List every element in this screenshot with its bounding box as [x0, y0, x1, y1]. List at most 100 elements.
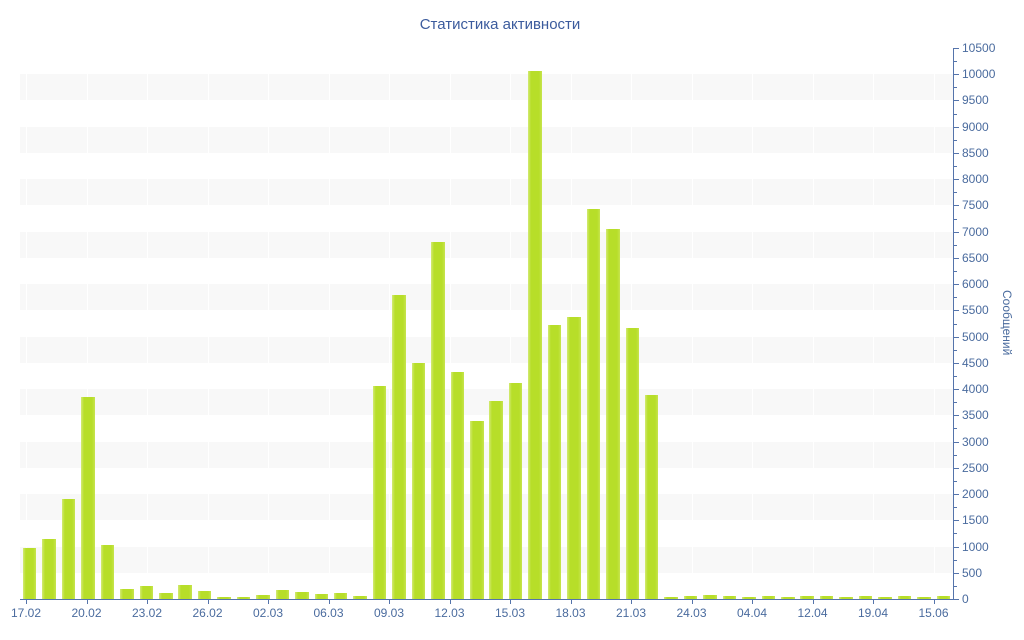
x-tick-mark: [328, 600, 330, 604]
grid-band: [20, 231, 953, 258]
bar[interactable]: [431, 242, 445, 599]
bar[interactable]: [547, 325, 562, 599]
bar[interactable]: [295, 592, 309, 599]
vertical-gridline: [26, 48, 27, 599]
y-minor-tick-mark: [954, 61, 957, 63]
y-minor-tick-mark: [954, 271, 957, 273]
y-minor-tick-mark: [954, 402, 957, 404]
bar[interactable]: [333, 592, 348, 599]
bar[interactable]: [275, 590, 290, 599]
bar[interactable]: [703, 594, 717, 599]
vertical-gridline: [873, 48, 874, 599]
bar[interactable]: [392, 294, 406, 599]
x-tick-mark: [933, 600, 935, 604]
bar[interactable]: [800, 595, 814, 599]
bar[interactable]: [139, 585, 154, 599]
bar[interactable]: [159, 593, 173, 599]
grid-band: [20, 284, 953, 311]
y-tick-mark: [954, 546, 959, 548]
bar[interactable]: [839, 597, 853, 599]
y-tick-mark: [954, 126, 959, 128]
y-minor-tick-mark: [954, 585, 957, 587]
y-tick-label: 3500: [962, 408, 989, 423]
y-tick-mark: [954, 257, 959, 259]
bar[interactable]: [606, 228, 620, 599]
bar[interactable]: [625, 328, 640, 599]
bar[interactable]: [819, 596, 834, 599]
bar[interactable]: [470, 420, 484, 599]
bar[interactable]: [917, 596, 931, 599]
bar[interactable]: [22, 548, 37, 599]
x-tick-label: 12.03: [434, 606, 465, 620]
bar[interactable]: [353, 595, 367, 599]
grid-band: [20, 494, 953, 521]
y-minor-tick-mark: [954, 297, 957, 299]
y-minor-tick-mark: [954, 507, 957, 509]
y-tick-mark: [954, 336, 959, 338]
bar[interactable]: [567, 317, 581, 599]
y-tick-label: 8000: [962, 172, 989, 187]
bar[interactable]: [450, 371, 465, 599]
x-tick-label: 23.02: [131, 606, 163, 620]
y-tick-mark: [954, 441, 959, 443]
bar[interactable]: [722, 595, 737, 599]
y-tick-mark: [954, 467, 959, 469]
y-tick-label: 5500: [962, 303, 989, 318]
y-tick-mark: [954, 310, 959, 312]
bar[interactable]: [236, 596, 251, 599]
x-tick-label: 24.03: [676, 606, 707, 620]
bar[interactable]: [528, 71, 542, 599]
chart-title: Статистика активности: [419, 16, 581, 33]
bar[interactable]: [781, 596, 795, 599]
y-tick-label: 7000: [962, 224, 989, 239]
bar[interactable]: [664, 596, 678, 599]
bar[interactable]: [314, 594, 329, 599]
y-axis-title: Сообщений: [1000, 290, 1014, 356]
bar[interactable]: [586, 209, 601, 599]
bar[interactable]: [878, 596, 892, 599]
bar[interactable]: [81, 396, 95, 599]
bar[interactable]: [761, 596, 776, 599]
y-minor-tick-mark: [954, 166, 957, 168]
grid-band: [20, 336, 953, 363]
bar[interactable]: [858, 596, 873, 599]
y-tick-label: 10000: [962, 67, 996, 82]
bar[interactable]: [897, 596, 912, 599]
x-tick-label: 02.03: [252, 606, 284, 620]
y-tick-label: 0: [962, 592, 969, 606]
y-tick-mark: [954, 415, 959, 417]
y-tick-mark: [954, 74, 959, 76]
bar[interactable]: [936, 596, 951, 599]
bar[interactable]: [197, 591, 212, 599]
bar[interactable]: [100, 544, 115, 599]
bar[interactable]: [489, 401, 503, 599]
bar[interactable]: [61, 499, 76, 599]
vertical-gridline: [449, 48, 451, 599]
y-tick-mark: [954, 205, 959, 207]
bar[interactable]: [120, 589, 134, 599]
y-axis-line: [953, 48, 954, 600]
bar[interactable]: [683, 595, 698, 599]
y-tick-label: 6000: [962, 277, 989, 292]
bar[interactable]: [42, 539, 56, 599]
vertical-gridline: [812, 48, 814, 599]
bar[interactable]: [508, 382, 523, 599]
bar[interactable]: [644, 394, 659, 599]
bar[interactable]: [742, 596, 756, 599]
x-tick-mark: [752, 600, 753, 604]
bar[interactable]: [256, 594, 270, 599]
y-tick-mark: [954, 179, 959, 181]
grid-band: [20, 179, 953, 206]
x-tick-label: 15.06: [918, 606, 949, 620]
y-minor-tick-mark: [954, 375, 957, 377]
vertical-gridline: [207, 48, 209, 599]
y-tick-label: 9500: [962, 93, 989, 108]
bar[interactable]: [411, 362, 426, 599]
vertical-gridline: [389, 48, 390, 599]
y-tick-label: 8500: [962, 145, 989, 160]
bar[interactable]: [217, 596, 231, 599]
bar[interactable]: [372, 385, 387, 599]
y-tick-label: 7500: [962, 198, 989, 213]
bar[interactable]: [178, 584, 192, 599]
